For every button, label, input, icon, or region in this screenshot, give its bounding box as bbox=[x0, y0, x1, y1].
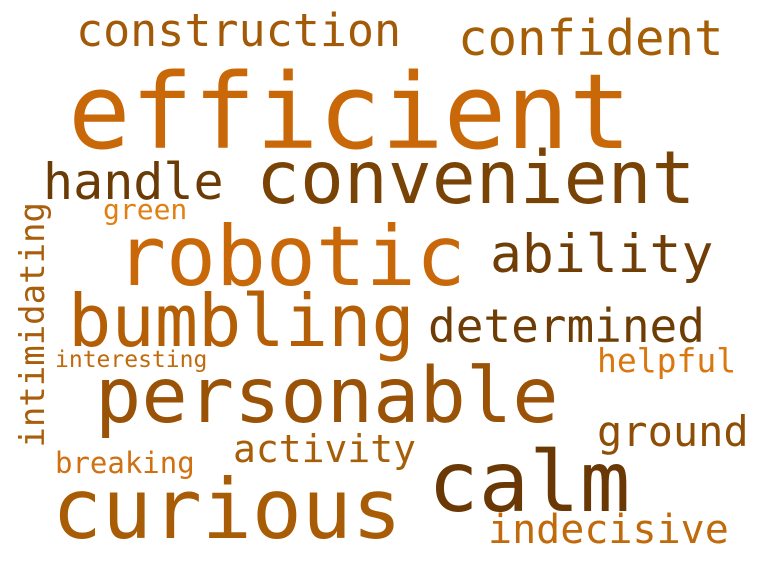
word-green: green bbox=[103, 193, 188, 226]
word-construction: construction bbox=[76, 4, 402, 57]
word-convenient: convenient bbox=[256, 136, 696, 221]
word-bumbling: bumbling bbox=[68, 279, 415, 363]
word-breaking: breaking bbox=[55, 446, 195, 480]
word-curious: curious bbox=[52, 461, 402, 558]
word-indecisive: indecisive bbox=[488, 507, 729, 553]
word-calm: calm bbox=[428, 433, 631, 531]
word-confident: confident bbox=[458, 10, 724, 67]
word-personable: personable bbox=[95, 352, 559, 441]
word-interesting: interesting bbox=[55, 347, 208, 373]
word-robotic: robotic bbox=[116, 208, 466, 305]
word-ground: ground bbox=[597, 407, 749, 456]
word-ability: ability bbox=[490, 224, 714, 285]
word-helpful: helpful bbox=[597, 341, 737, 380]
word-efficient: efficient bbox=[68, 51, 632, 173]
word-intimidating: intimidating bbox=[13, 202, 53, 448]
word-activity: activity bbox=[233, 427, 417, 471]
word-handle: handle bbox=[43, 153, 224, 211]
word-determined: determined bbox=[428, 299, 705, 353]
